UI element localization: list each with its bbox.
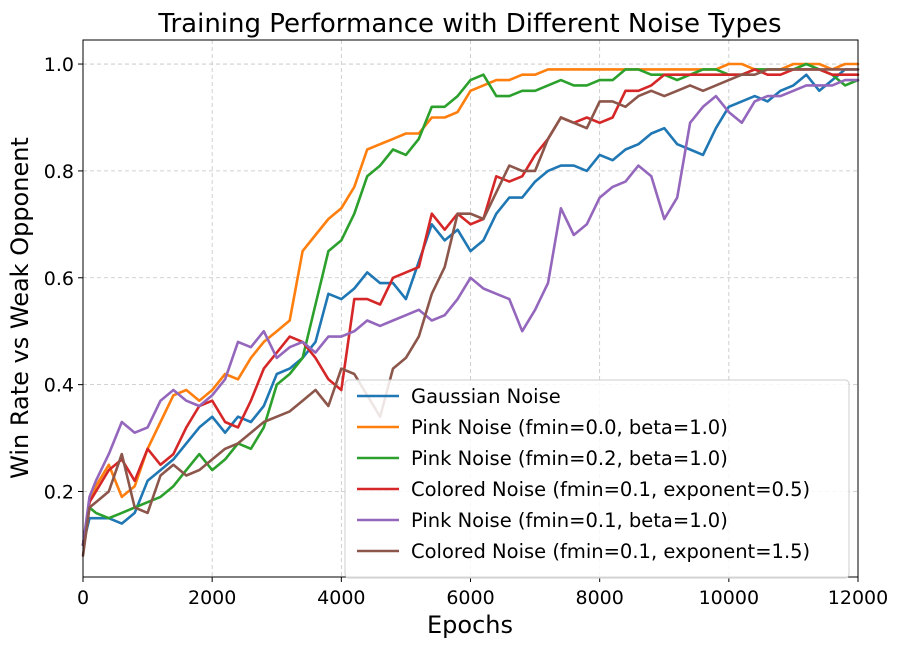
legend-label: Pink Noise (fmin=0.0, beta=1.0) — [411, 416, 728, 439]
chart-title: Training Performance with Different Nois… — [157, 9, 781, 39]
x-tick-label: 12000 — [828, 587, 888, 609]
x-tick-label: 4000 — [317, 587, 365, 609]
x-tick-label: 8000 — [575, 587, 623, 609]
x-tick-label: 2000 — [188, 587, 236, 609]
legend: Gaussian Noise Pink Noise (fmin=0.0, beta… — [344, 379, 850, 579]
legend-label: Colored Noise (fmin=0.1, exponent=0.5) — [411, 478, 810, 501]
x-axis-label: Epochs — [427, 611, 513, 639]
y-tick-label: 1.0 — [44, 54, 74, 76]
legend-label: Pink Noise (fmin=0.2, beta=1.0) — [411, 447, 728, 470]
legend-label: Pink Noise (fmin=0.1, beta=1.0) — [411, 509, 728, 532]
y-tick-label: 0.6 — [44, 268, 74, 290]
series-line-4 — [81, 78, 860, 547]
y-tick-label: 0.4 — [44, 375, 74, 397]
x-tick-label: 6000 — [446, 587, 494, 609]
legend-box — [344, 379, 850, 579]
y-tick-label: 0.2 — [44, 482, 74, 504]
y-tick-label: 0.8 — [44, 161, 74, 183]
legend-label: Gaussian Noise — [411, 385, 561, 408]
x-tick-label: 0 — [77, 587, 89, 609]
x-tick-label: 10000 — [699, 587, 759, 609]
series-lines — [81, 62, 860, 557]
x-axis-ticks: 0 2000 4000 6000 8000 10000 12000 — [77, 577, 888, 609]
series-line-5 — [81, 68, 860, 557]
y-axis-ticks: 0.2 0.4 0.6 0.8 1.0 — [44, 54, 83, 504]
series-line-1 — [81, 62, 860, 547]
y-axis-label: Win Rate vs Weak Opponent — [6, 137, 34, 479]
legend-label: Colored Noise (fmin=0.1, exponent=1.5) — [411, 540, 810, 563]
